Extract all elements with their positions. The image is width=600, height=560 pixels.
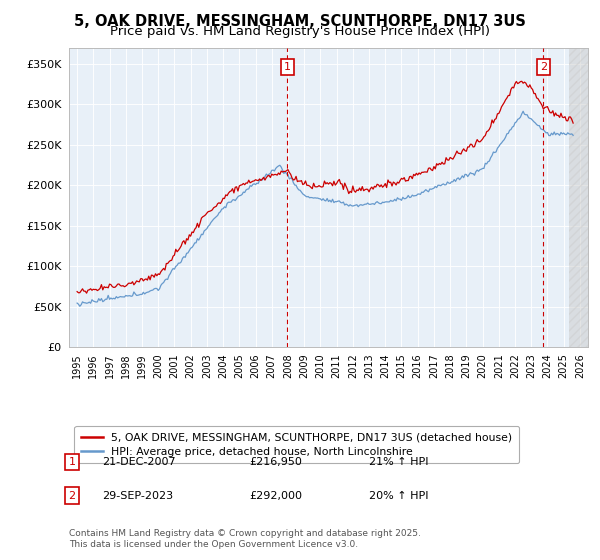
- Text: 5, OAK DRIVE, MESSINGHAM, SCUNTHORPE, DN17 3US: 5, OAK DRIVE, MESSINGHAM, SCUNTHORPE, DN…: [74, 14, 526, 29]
- Text: £292,000: £292,000: [249, 491, 302, 501]
- Text: Price paid vs. HM Land Registry's House Price Index (HPI): Price paid vs. HM Land Registry's House …: [110, 25, 490, 38]
- Bar: [569, 48, 588, 347]
- Text: Contains HM Land Registry data © Crown copyright and database right 2025.
This d: Contains HM Land Registry data © Crown c…: [69, 529, 421, 549]
- Legend: 5, OAK DRIVE, MESSINGHAM, SCUNTHORPE, DN17 3US (detached house), HPI: Average pr: 5, OAK DRIVE, MESSINGHAM, SCUNTHORPE, DN…: [74, 426, 519, 463]
- Text: 20% ↑ HPI: 20% ↑ HPI: [369, 491, 428, 501]
- Text: 21-DEC-2007: 21-DEC-2007: [102, 457, 176, 467]
- Text: 2: 2: [540, 62, 547, 72]
- Text: 2: 2: [68, 491, 76, 501]
- Text: 1: 1: [284, 62, 291, 72]
- Text: 29-SEP-2023: 29-SEP-2023: [102, 491, 173, 501]
- Text: 21% ↑ HPI: 21% ↑ HPI: [369, 457, 428, 467]
- Text: 1: 1: [68, 457, 76, 467]
- Text: £216,950: £216,950: [249, 457, 302, 467]
